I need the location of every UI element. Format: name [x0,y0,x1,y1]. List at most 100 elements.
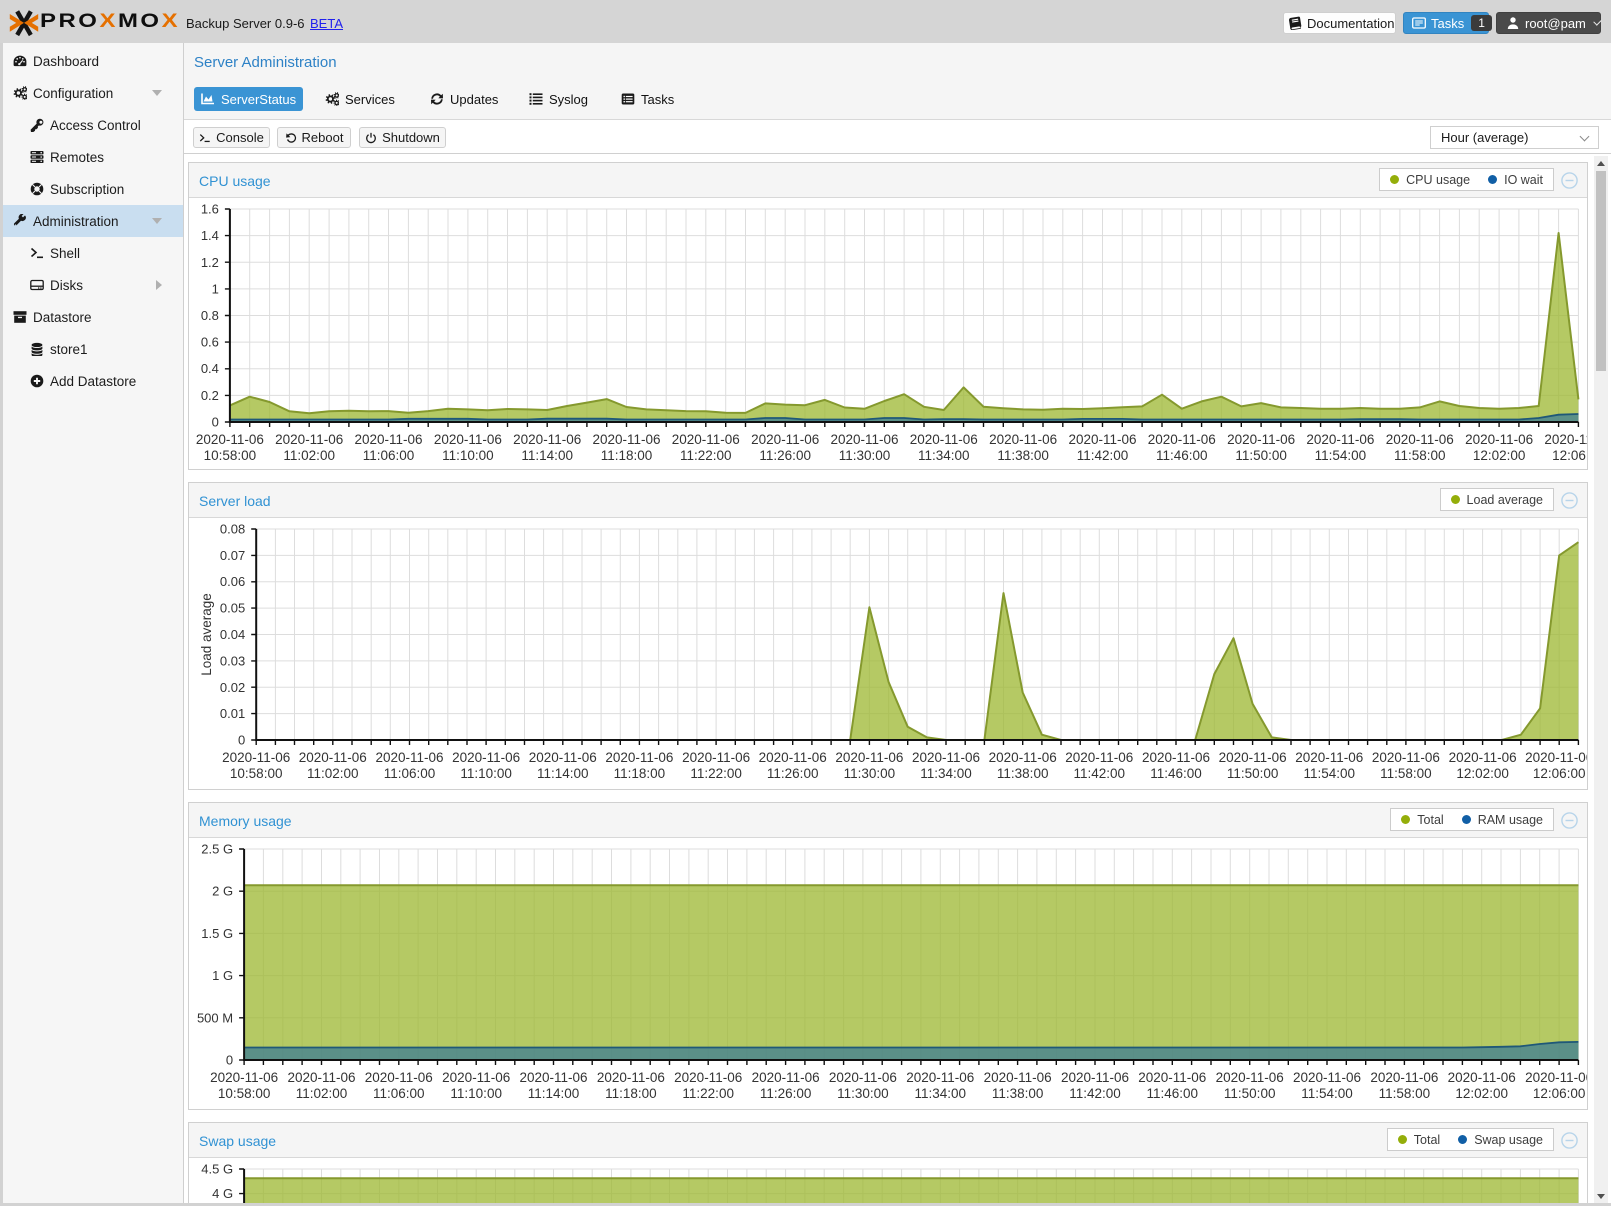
svg-text:0.03: 0.03 [220,653,245,668]
svg-text:1.4: 1.4 [201,228,219,243]
svg-text:11:18:00: 11:18:00 [605,1086,657,1101]
svg-text:11:50:00: 11:50:00 [1235,448,1287,463]
svg-text:11:42:00: 11:42:00 [1074,766,1126,781]
svg-text:12:02:00: 12:02:00 [1456,766,1509,781]
svg-text:11:58:00: 11:58:00 [1379,1086,1431,1101]
svg-text:2020-11-06: 2020-11-06 [365,1070,433,1085]
svg-text:2020-11-06: 2020-11-06 [989,432,1057,447]
svg-text:2020-11-06: 2020-11-06 [592,432,660,447]
svg-text:2020-11-06: 2020-11-06 [1227,432,1295,447]
svg-text:11:30:00: 11:30:00 [837,1086,889,1101]
svg-text:2020-11-06: 2020-11-06 [1306,432,1374,447]
svg-text:2020-11-06: 2020-11-06 [275,432,343,447]
svg-text:0.4: 0.4 [201,361,219,376]
svg-text:0.06: 0.06 [220,574,245,589]
svg-text:2020-11-06: 2020-11-06 [287,1070,355,1085]
svg-text:2020-11-06: 2020-11-06 [1219,750,1287,765]
svg-text:11:30:00: 11:30:00 [844,766,896,781]
svg-text:11:02:00: 11:02:00 [307,766,359,781]
svg-text:1: 1 [212,281,219,296]
svg-text:2020-11-06: 2020-11-06 [597,1070,665,1085]
svg-text:11:06:00: 11:06:00 [384,766,436,781]
svg-text:0.01: 0.01 [220,706,245,721]
svg-text:12:02:00: 12:02:00 [1455,1086,1508,1101]
svg-text:0: 0 [238,733,245,748]
svg-text:2020-11-06: 2020-11-06 [1448,1070,1516,1085]
svg-text:11:14:00: 11:14:00 [537,766,589,781]
svg-text:10:58:00: 10:58:00 [218,1086,271,1101]
svg-text:2020-11-06: 2020-11-06 [1068,432,1136,447]
svg-text:0.04: 0.04 [220,627,245,642]
svg-text:11:54:00: 11:54:00 [1304,766,1356,781]
svg-text:4.5 G: 4.5 G [201,1162,233,1177]
svg-text:2020-11-06: 2020-11-06 [1142,750,1210,765]
svg-text:11:02:00: 11:02:00 [296,1086,348,1101]
svg-text:11:26:00: 11:26:00 [759,448,811,463]
svg-text:1.5 G: 1.5 G [201,926,233,941]
svg-text:0.8: 0.8 [201,308,219,323]
svg-text:2020-11-06: 2020-11-06 [434,432,502,447]
svg-text:10:58:00: 10:58:00 [204,448,257,463]
svg-text:2020-11-06: 2020-11-06 [1216,1070,1284,1085]
svg-text:500 M: 500 M [197,1010,233,1025]
svg-text:2020-11-06: 2020-11-06 [672,432,740,447]
svg-text:2020-11-06: 2020-11-06 [1148,432,1216,447]
svg-text:2020-11-06: 2020-11-06 [835,750,903,765]
svg-text:2020-11-06: 2020-11-06 [1065,750,1133,765]
svg-text:11:26:00: 11:26:00 [767,766,819,781]
svg-text:11:10:00: 11:10:00 [442,448,494,463]
svg-text:2020-11-06: 2020-11-06 [674,1070,742,1085]
svg-text:2020-11-06: 2020-11-06 [452,750,520,765]
svg-text:12:06:00: 12:06:00 [1533,766,1586,781]
svg-text:2020-11-06: 2020-11-06 [829,1070,897,1085]
svg-text:11:46:00: 11:46:00 [1156,448,1208,463]
svg-text:2020-11-06: 2020-11-06 [1293,1070,1361,1085]
svg-text:2020-11-06: 2020-11-06 [1061,1070,1129,1085]
svg-text:11:54:00: 11:54:00 [1301,1086,1353,1101]
svg-text:2020-11-06: 2020-11-06 [1525,750,1587,765]
svg-text:2020-11-06: 2020-11-06 [1370,1070,1438,1085]
svg-text:2020-11-06: 2020-11-06 [752,1070,820,1085]
svg-text:2020-11-06: 2020-11-06 [529,750,597,765]
svg-text:11:46:00: 11:46:00 [1150,766,1202,781]
svg-text:2020-11-06: 2020-11-06 [375,750,443,765]
svg-text:0: 0 [212,415,219,430]
svg-text:0.6: 0.6 [201,335,219,350]
svg-text:2020-11-06: 2020-11-06 [1465,432,1533,447]
svg-text:10:58:00: 10:58:00 [230,766,283,781]
svg-text:0.07: 0.07 [220,548,245,563]
svg-text:12:06:00: 12:06:00 [1533,1086,1586,1101]
svg-text:Load average: Load average [199,593,214,676]
svg-text:11:02:00: 11:02:00 [283,448,335,463]
svg-text:2020-11-06: 2020-11-06 [210,1070,278,1085]
svg-text:11:18:00: 11:18:00 [601,448,653,463]
svg-text:1.6: 1.6 [201,202,219,217]
svg-text:11:26:00: 11:26:00 [760,1086,812,1101]
svg-text:11:50:00: 11:50:00 [1227,766,1279,781]
svg-text:11:14:00: 11:14:00 [528,1086,580,1101]
svg-text:2020-11-06: 2020-11-06 [912,750,980,765]
svg-text:12:06:00: 12:06:00 [1552,448,1587,463]
svg-text:2020-11-06: 2020-11-06 [196,432,264,447]
svg-text:11:22:00: 11:22:00 [682,1086,734,1101]
svg-text:2020-11-06: 2020-11-06 [910,432,978,447]
svg-text:2020-11-06: 2020-11-06 [299,750,367,765]
svg-text:2 G: 2 G [212,884,233,899]
svg-text:11:38:00: 11:38:00 [997,448,1049,463]
svg-text:11:38:00: 11:38:00 [997,766,1049,781]
svg-text:11:34:00: 11:34:00 [918,448,970,463]
svg-text:4 G: 4 G [212,1186,233,1201]
svg-text:11:34:00: 11:34:00 [920,766,972,781]
svg-text:11:30:00: 11:30:00 [839,448,891,463]
svg-text:2020-11-06: 2020-11-06 [1295,750,1363,765]
svg-text:2020-11-06: 2020-11-06 [1525,1070,1587,1085]
svg-text:2020-11-06: 2020-11-06 [984,1070,1052,1085]
svg-text:1.2: 1.2 [201,255,219,270]
svg-text:2020-11-06: 2020-11-06 [1386,432,1454,447]
svg-text:2020-11-06: 2020-11-06 [1372,750,1440,765]
svg-text:0.02: 0.02 [220,680,245,695]
svg-text:2020-11-06: 2020-11-06 [830,432,898,447]
svg-text:2020-11-06: 2020-11-06 [513,432,581,447]
svg-text:0: 0 [226,1053,233,1068]
svg-text:12:02:00: 12:02:00 [1473,448,1526,463]
